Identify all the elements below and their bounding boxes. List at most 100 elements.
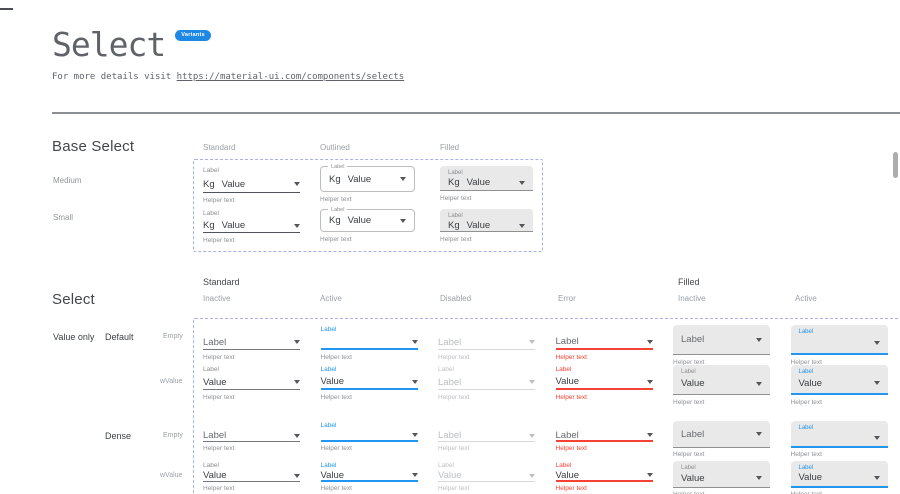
select-control[interactable]: Kg Value	[203, 219, 300, 233]
row-label-medium: Medium	[53, 176, 82, 185]
select-value: Label	[438, 430, 462, 441]
helper-text: Helper text	[320, 354, 352, 361]
select-control[interactable]: Value	[320, 375, 418, 390]
base-select-row-small: Label Kg Value Helper text Label Kg Value Helpe…	[203, 207, 533, 245]
divider	[52, 112, 900, 114]
helper-text: Helper text	[438, 485, 470, 492]
select-control[interactable]: Label Value	[790, 365, 888, 395]
select-value-row: Label	[681, 424, 762, 444]
select-value-row	[799, 432, 880, 443]
dropdown-arrow-icon	[411, 379, 418, 384]
select-control[interactable]: Label	[438, 375, 535, 390]
select-control[interactable]: Label	[673, 325, 770, 355]
helper-text: Helper text	[438, 394, 470, 401]
select-control[interactable]: Label	[555, 430, 653, 442]
helper-text: Helper text	[203, 394, 235, 401]
select-field-standard-active: Label Value Helper text	[320, 365, 418, 407]
select-control[interactable]: Label	[673, 421, 770, 448]
state-header-active-2: Active	[795, 294, 817, 303]
select-field-filled-inactive: Label Helper text	[673, 421, 770, 459]
select-control[interactable]: Label Value	[673, 365, 770, 395]
select-control[interactable]: Label Value	[790, 461, 888, 488]
select-field-standard-disabled: Label Helper text	[438, 421, 535, 459]
dropdown-arrow-icon	[294, 340, 300, 344]
select-control[interactable]: Kg Value	[203, 176, 300, 193]
helper-text: Helper text	[203, 354, 235, 361]
select-value	[799, 432, 802, 443]
select-control[interactable]	[320, 430, 418, 442]
column-header-filled: Filled	[440, 143, 460, 152]
base-select-heading: Base Select	[52, 138, 135, 155]
select-control[interactable]: Label Kg Value	[320, 207, 415, 232]
field-label: Label	[438, 462, 454, 469]
scrollbar-thumb[interactable]	[893, 152, 898, 178]
field-label: Label	[328, 164, 348, 170]
select-control[interactable]: Label	[203, 335, 300, 350]
select-value: Value	[203, 376, 227, 388]
field-label	[556, 325, 653, 335]
docs-link[interactable]: https://material-ui.com/components/selec…	[176, 72, 405, 82]
select-control[interactable]: Value	[320, 470, 418, 482]
select-control[interactable]: Value	[203, 470, 300, 482]
select-control[interactable]: Value	[438, 470, 535, 482]
field-label	[438, 325, 535, 335]
variant-label-empty-2: Empty	[163, 432, 183, 439]
dropdown-arrow-icon	[294, 223, 300, 228]
select-control[interactable]: Value	[555, 375, 653, 390]
helper-text: Helper text	[673, 359, 705, 366]
select-control[interactable]	[320, 335, 418, 350]
variant-label-wvalue-2: wValue	[160, 472, 183, 479]
select-control[interactable]: Label Kg Value	[320, 164, 415, 192]
helper-text: Helper text	[438, 354, 470, 361]
select-control[interactable]: Label	[438, 335, 535, 350]
helper-text: Helper text	[203, 237, 235, 244]
select-control[interactable]: Value	[203, 375, 300, 390]
select-field-standard-disabled: Label Helper text	[438, 325, 535, 367]
value-adornment: Kg	[203, 220, 215, 231]
select-control[interactable]: Label Kg Value	[440, 166, 533, 191]
select-control[interactable]: Label Kg Value	[440, 209, 533, 232]
select-value: Value	[798, 377, 823, 389]
select-value-row: Value	[681, 472, 762, 484]
field-label: Label	[203, 366, 219, 373]
dropdown-arrow-icon	[529, 340, 535, 344]
select-control[interactable]: Label	[203, 430, 300, 442]
dropdown-arrow-icon	[873, 381, 880, 385]
select-control[interactable]: Label	[555, 335, 653, 350]
helper-text: Helper text	[320, 236, 352, 243]
select-value: Label	[681, 334, 705, 345]
select-grid-frame	[193, 318, 900, 494]
select-field-standard-error: Label Value Helper text	[555, 365, 653, 407]
column-header-standard: Standard	[203, 143, 236, 152]
select-field-standard-inactive: Label Value Helper text	[203, 461, 300, 494]
field-label: Label	[448, 170, 463, 176]
group-header-standard: Standard	[203, 277, 240, 287]
helper-text: Helper text	[673, 491, 770, 494]
subtitle-text: For more details visit	[52, 72, 177, 82]
dropdown-arrow-icon	[646, 473, 653, 477]
subtitle: For more details visit https://material-…	[52, 72, 404, 82]
size-label-default: Default	[105, 332, 134, 342]
row-group-label: Value only	[53, 332, 95, 342]
base-select-filled: Label Kg Value Helper text	[440, 166, 533, 205]
select-control[interactable]: Value	[555, 470, 653, 482]
field-label	[203, 325, 300, 335]
field-label: Label	[681, 369, 696, 375]
helper-text: Helper text	[555, 445, 587, 452]
select-value: Kg Value	[448, 177, 491, 188]
dropdown-arrow-icon	[294, 433, 300, 438]
base-select-filled: Label Kg Value Helper text	[440, 209, 533, 245]
select-control[interactable]: Label	[438, 430, 535, 442]
select-control[interactable]: Label	[790, 325, 888, 355]
field-label: Label	[555, 366, 572, 373]
select-control[interactable]: Label	[790, 421, 888, 448]
value-adornment: Kg	[448, 220, 460, 231]
state-header-inactive-2: Inactive	[678, 294, 706, 303]
select-control[interactable]: Label Value	[673, 461, 770, 488]
select-value-row: Kg Value	[448, 177, 525, 188]
helper-text: Helper text	[555, 354, 587, 361]
dropdown-arrow-icon	[873, 435, 880, 440]
base-select-standard: Label Kg Value Helper text	[203, 166, 300, 205]
